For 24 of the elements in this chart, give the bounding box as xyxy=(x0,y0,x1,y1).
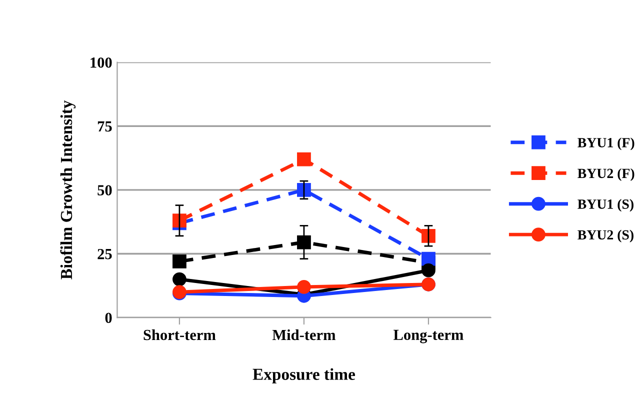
y-tick-label: 50 xyxy=(98,185,112,196)
point xyxy=(297,152,311,166)
y-tick-label: 75 xyxy=(98,121,112,132)
x-tick-label: Short-term xyxy=(144,329,216,340)
point xyxy=(422,252,436,266)
y-tick-label: 0 xyxy=(105,312,112,324)
legend-label: BYU1 (F) xyxy=(578,138,634,150)
y-tick-label: 25 xyxy=(98,248,112,260)
point xyxy=(297,183,311,197)
point xyxy=(172,272,186,286)
x-tick-label: Long-term xyxy=(394,330,464,344)
point xyxy=(172,214,186,228)
point xyxy=(297,280,311,294)
legend-label: BYU2 (S) xyxy=(578,230,634,242)
x-tick-label: Mid-term xyxy=(272,329,336,340)
point xyxy=(422,228,436,243)
point xyxy=(172,254,186,268)
legend-label: BYU2 (F) xyxy=(578,168,634,181)
legend-label: BYU1 (S) xyxy=(578,199,634,212)
point xyxy=(297,235,311,250)
point xyxy=(422,263,436,278)
y-axis-title: Biofilm Growth Intensity xyxy=(60,100,76,280)
x-axis-title: Exposure time xyxy=(252,368,356,384)
y-tick-label: 100 xyxy=(90,57,112,68)
